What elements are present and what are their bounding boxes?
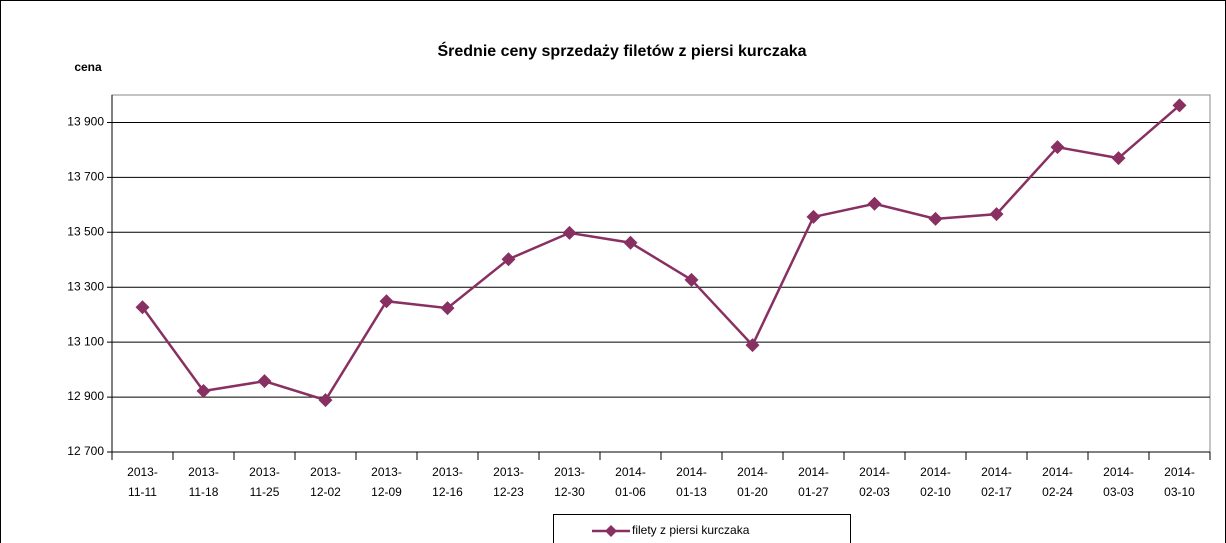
point-marker <box>806 209 821 224</box>
point-marker <box>1172 98 1187 113</box>
x-tick-label: 2014-02-24 <box>1042 465 1073 499</box>
y-axis-label: cena <box>74 60 102 74</box>
x-tick-label: 2014-01-27 <box>798 465 829 499</box>
x-tick-label: 2014-01-06 <box>615 465 646 499</box>
x-tick-label: 2013-12-30 <box>554 465 585 499</box>
y-tick-label: 13 500 <box>67 224 104 238</box>
y-tick-label: 12 900 <box>67 389 104 403</box>
x-tick-label: 2014-03-10 <box>1164 465 1195 499</box>
point-marker <box>867 196 882 211</box>
point-marker <box>135 300 150 315</box>
point-marker <box>501 252 516 267</box>
point-marker <box>440 301 455 316</box>
plot-area <box>111 94 1211 453</box>
legend-marker <box>605 525 617 537</box>
y-tick-label: 13 100 <box>67 334 104 348</box>
point-marker <box>1050 140 1065 155</box>
x-tick-label: 2013-11-25 <box>249 465 280 499</box>
point-marker <box>745 338 760 353</box>
x-tick-label: 2013-12-16 <box>432 465 463 499</box>
point-marker <box>623 235 638 250</box>
chart-title: Średnie ceny sprzedaży filetów z piersi … <box>437 41 806 60</box>
point-marker <box>928 211 943 226</box>
point-marker <box>318 393 333 408</box>
x-tick-label: 2013-12-09 <box>371 465 402 499</box>
x-tick-label: 2014-01-13 <box>676 465 707 499</box>
x-tick-label: 2014-02-10 <box>920 465 951 499</box>
x-tick-label: 2014-02-17 <box>981 465 1012 499</box>
x-tick-label: 2013-12-23 <box>493 465 524 499</box>
point-marker <box>684 272 699 287</box>
point-marker <box>379 294 394 309</box>
y-tick-label: 12 700 <box>67 444 104 458</box>
y-tick-label: 13 900 <box>67 115 104 129</box>
series-line <box>141 104 1181 402</box>
x-tick-label: 2014-03-03 <box>1103 465 1134 499</box>
x-tick-label: 2013-11-11 <box>127 465 158 499</box>
x-tick-label: 2013-11-18 <box>188 465 219 499</box>
point-marker <box>989 207 1004 222</box>
y-tick-label: 13 300 <box>67 279 104 293</box>
x-tick-label: 2014-01-20 <box>737 465 768 499</box>
x-tick-label: 2014-02-03 <box>859 465 890 499</box>
point-marker <box>196 384 211 399</box>
y-tick-label: 13 700 <box>67 170 104 184</box>
legend-label: filety z piersi kurczaka <box>632 523 750 537</box>
x-tick-label: 2013-12-02 <box>310 465 341 499</box>
legend-box <box>553 514 851 543</box>
point-marker <box>1111 151 1126 166</box>
point-marker <box>257 374 272 389</box>
point-marker <box>562 225 577 240</box>
